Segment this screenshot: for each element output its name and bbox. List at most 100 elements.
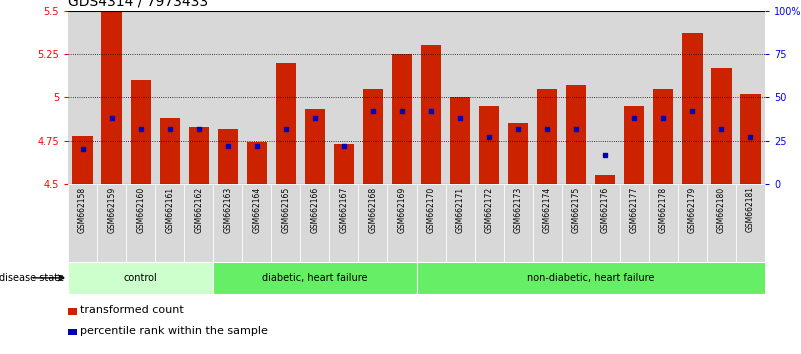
- Bar: [272, 11, 300, 184]
- Bar: [508, 124, 529, 184]
- Bar: [304, 109, 325, 184]
- Bar: [242, 184, 272, 262]
- Text: percentile rank within the sample: percentile rank within the sample: [80, 326, 268, 336]
- Bar: [388, 11, 417, 184]
- Bar: [682, 33, 702, 184]
- Bar: [184, 184, 213, 262]
- Bar: [417, 262, 765, 294]
- Bar: [68, 308, 77, 314]
- Bar: [184, 11, 213, 184]
- Bar: [388, 184, 417, 262]
- Bar: [649, 11, 678, 184]
- Bar: [706, 11, 736, 184]
- Bar: [736, 184, 765, 262]
- Bar: [363, 89, 383, 184]
- Bar: [97, 184, 127, 262]
- Text: GSM662159: GSM662159: [107, 187, 116, 233]
- Bar: [242, 11, 272, 184]
- Text: GSM662174: GSM662174: [543, 187, 552, 233]
- Bar: [504, 11, 533, 184]
- Bar: [562, 11, 590, 184]
- Bar: [218, 129, 238, 184]
- Bar: [566, 85, 586, 184]
- Text: GSM662171: GSM662171: [456, 187, 465, 233]
- Bar: [329, 184, 359, 262]
- Text: GSM662179: GSM662179: [688, 187, 697, 233]
- Bar: [334, 144, 354, 184]
- Bar: [562, 184, 590, 262]
- Bar: [595, 176, 615, 184]
- Bar: [68, 329, 77, 335]
- Text: GSM662176: GSM662176: [601, 187, 610, 233]
- Bar: [649, 184, 678, 262]
- Text: GSM662158: GSM662158: [78, 187, 87, 233]
- Bar: [213, 184, 242, 262]
- Bar: [359, 184, 388, 262]
- Bar: [678, 11, 706, 184]
- Text: GSM662170: GSM662170: [427, 187, 436, 233]
- Bar: [590, 184, 620, 262]
- Bar: [678, 184, 706, 262]
- Text: control: control: [124, 273, 158, 283]
- Bar: [68, 262, 213, 294]
- Text: GSM662163: GSM662163: [223, 187, 232, 233]
- Bar: [68, 184, 97, 262]
- Bar: [533, 184, 562, 262]
- Text: GSM662161: GSM662161: [165, 187, 174, 233]
- Bar: [706, 184, 736, 262]
- Bar: [127, 11, 155, 184]
- Bar: [537, 89, 557, 184]
- Bar: [329, 11, 359, 184]
- Bar: [736, 11, 765, 184]
- Bar: [504, 184, 533, 262]
- Bar: [653, 89, 674, 184]
- Bar: [300, 184, 329, 262]
- Text: GSM662175: GSM662175: [572, 187, 581, 233]
- Bar: [445, 11, 474, 184]
- Text: GSM662178: GSM662178: [659, 187, 668, 233]
- Bar: [97, 11, 127, 184]
- Text: GSM662168: GSM662168: [368, 187, 377, 233]
- Bar: [247, 142, 267, 184]
- Text: GSM662167: GSM662167: [340, 187, 348, 233]
- Bar: [68, 11, 97, 184]
- Bar: [276, 63, 296, 184]
- Bar: [392, 54, 413, 184]
- Bar: [102, 11, 122, 184]
- Text: diabetic, heart failure: diabetic, heart failure: [262, 273, 368, 283]
- Bar: [417, 184, 445, 262]
- Text: GSM662164: GSM662164: [252, 187, 261, 233]
- Bar: [450, 97, 470, 184]
- Bar: [300, 11, 329, 184]
- Bar: [421, 45, 441, 184]
- Text: disease state: disease state: [0, 273, 64, 283]
- Text: GDS4314 / 7973433: GDS4314 / 7973433: [68, 0, 208, 8]
- Bar: [479, 106, 499, 184]
- Bar: [127, 184, 155, 262]
- Bar: [155, 11, 184, 184]
- Bar: [131, 80, 151, 184]
- Text: GSM662160: GSM662160: [136, 187, 145, 233]
- Text: GSM662166: GSM662166: [311, 187, 320, 233]
- Bar: [624, 106, 645, 184]
- Bar: [620, 11, 649, 184]
- Bar: [213, 11, 242, 184]
- Text: GSM662172: GSM662172: [485, 187, 493, 233]
- Bar: [474, 184, 504, 262]
- Text: GSM662162: GSM662162: [195, 187, 203, 233]
- Bar: [533, 11, 562, 184]
- Text: GSM662180: GSM662180: [717, 187, 726, 233]
- Bar: [72, 136, 93, 184]
- Bar: [188, 127, 209, 184]
- Text: GSM662165: GSM662165: [281, 187, 290, 233]
- Bar: [359, 11, 388, 184]
- Text: GSM662181: GSM662181: [746, 187, 755, 233]
- Bar: [213, 262, 417, 294]
- Text: transformed count: transformed count: [80, 306, 184, 315]
- Bar: [272, 184, 300, 262]
- Text: GSM662173: GSM662173: [513, 187, 522, 233]
- Bar: [417, 11, 445, 184]
- Bar: [620, 184, 649, 262]
- Text: GSM662169: GSM662169: [397, 187, 406, 233]
- Bar: [159, 118, 180, 184]
